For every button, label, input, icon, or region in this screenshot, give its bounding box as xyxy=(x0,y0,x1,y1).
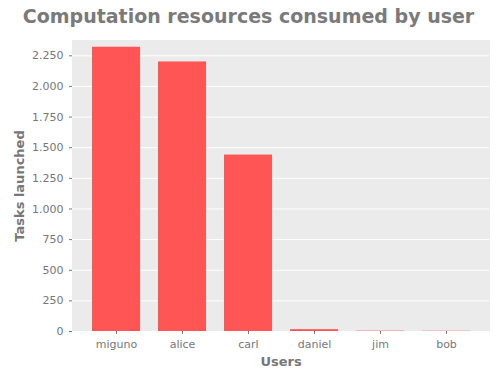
svg-text:miguno: miguno xyxy=(96,338,138,351)
svg-text:1.500: 1.500 xyxy=(32,141,64,154)
svg-text:Users: Users xyxy=(260,354,302,369)
svg-text:bob: bob xyxy=(436,338,457,351)
svg-text:carl: carl xyxy=(238,338,258,351)
svg-text:500: 500 xyxy=(43,264,64,277)
svg-text:250: 250 xyxy=(43,294,64,307)
svg-text:2.000: 2.000 xyxy=(32,80,64,93)
svg-text:0: 0 xyxy=(57,325,64,338)
svg-text:2.250: 2.250 xyxy=(32,49,64,62)
svg-text:1.250: 1.250 xyxy=(32,172,64,185)
svg-text:alice: alice xyxy=(170,338,196,351)
svg-text:750: 750 xyxy=(43,233,64,246)
svg-text:Tasks launched: Tasks launched xyxy=(12,130,27,241)
svg-text:1.000: 1.000 xyxy=(32,202,64,215)
svg-text:daniel: daniel xyxy=(298,338,332,351)
svg-text:jim: jim xyxy=(371,338,389,351)
html-text:Computation resources consumed: Computation resources consumed by user xyxy=(22,5,475,27)
svg-text:1.750: 1.750 xyxy=(32,111,64,124)
